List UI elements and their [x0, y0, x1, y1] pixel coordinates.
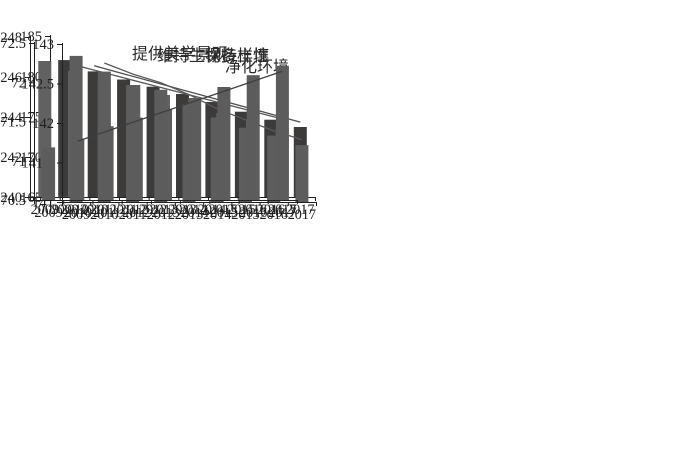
x-tick-label: 2009	[34, 205, 62, 221]
y-tick-label: 71	[12, 154, 27, 170]
y-tick-label: 244	[0, 110, 23, 126]
y-tick-label: 240	[0, 190, 22, 206]
chart-title: 提供美学景观	[132, 45, 228, 63]
x-tick-label: 2014	[198, 202, 226, 218]
y-tick-label: 246	[0, 70, 22, 86]
x-tick-label: 2010	[90, 207, 118, 223]
x-tick-label: 2014	[181, 205, 209, 221]
y-axis-ticks: 240 242 244 246 248	[0, 30, 30, 206]
y-tick-label: 72	[12, 75, 27, 91]
x-tick-label: 2017	[288, 207, 316, 223]
chart-title: 净化环境	[225, 57, 289, 76]
bar-2014	[188, 98, 202, 200]
x-tick-label: 2014	[179, 202, 207, 218]
y-tick-label: 70.5	[1, 193, 26, 209]
x-tick-label: 2017	[268, 205, 296, 221]
trend-line	[104, 62, 303, 141]
y-tick-label: 142	[32, 116, 54, 132]
x-tick-label: 2016	[239, 205, 267, 221]
x-axis-ticks: 2009 2010 2011 2012 2013 2014 2015 2016 2017	[34, 200, 298, 221]
x-tick-label: 2012	[122, 205, 150, 221]
x-tick-label: 2011	[119, 207, 147, 223]
bar-2009	[42, 147, 56, 200]
y-tick-label: 180	[20, 69, 42, 85]
y-tick-label: 248	[0, 30, 22, 46]
axes	[62, 43, 317, 203]
x-tick-label: 2011	[93, 205, 121, 221]
x-tick-label: 2016	[257, 202, 285, 218]
chart-title: 保持土壤	[205, 46, 269, 65]
x-tick-label: 2013	[175, 207, 203, 223]
x-tick-label: 2009	[62, 207, 90, 223]
y-tick-label: 242	[0, 150, 22, 166]
x-tick-label: 2017	[268, 202, 296, 218]
x-tick-label: 2015	[210, 205, 238, 221]
bar-2017	[295, 145, 309, 202]
trend-line	[77, 70, 283, 142]
bars	[42, 65, 289, 200]
bar-2013	[159, 108, 172, 200]
x-tick-label: 2017	[286, 202, 314, 218]
bar-2017	[275, 65, 289, 200]
x-tick-label: 2012	[120, 202, 148, 218]
bar-2016	[246, 75, 260, 200]
trend-line	[94, 65, 301, 123]
x-tick-label: 2010	[80, 202, 108, 218]
chart-title: 维持生物多样性	[157, 47, 269, 65]
x-tick-label: 2013	[151, 205, 179, 221]
bar-2010	[71, 138, 85, 200]
bar-2012	[129, 117, 143, 200]
y-axis-ticks: 70.5 71 71.5 72 72.5	[1, 36, 34, 209]
x-tick-label: 2012	[139, 202, 167, 218]
y-tick-label: 72.5	[1, 36, 26, 52]
x-tick-label: 2016	[259, 207, 287, 223]
chart-aesthetic-landscape: 70.5 71 71.5 72 72.5 2009 2010 2011 2012 2013 2014…	[0, 0, 339, 236]
bar-2015	[217, 87, 231, 200]
x-tick-label: 2009	[51, 202, 79, 218]
y-tick-label: 142.5	[21, 77, 54, 93]
x-tick-label: 2010	[60, 202, 88, 218]
y-tick-label: 71.5	[1, 115, 26, 131]
x-axis-ticks: 2009 2010 2011 2012 2013 2014 2015 2016 2017	[62, 202, 317, 223]
x-tick-label: 2015	[227, 202, 255, 218]
x-tick-label: 2011	[90, 202, 118, 218]
x-tick-label: 2015	[231, 207, 259, 223]
x-tick-label: 2012	[147, 207, 175, 223]
y-tick-label: 143	[32, 37, 54, 53]
y-tick-label: 170	[20, 150, 42, 166]
y-tick-label: 175	[20, 110, 42, 126]
x-tick-label: 2011	[110, 202, 138, 218]
x-tick-label: 2010	[64, 205, 92, 221]
x-tick-label: 2009	[31, 202, 59, 218]
bar-2011	[100, 126, 114, 200]
x-tick-label: 2013	[149, 202, 177, 218]
y-tick-label: 185	[20, 29, 42, 45]
bar-2010	[87, 71, 101, 197]
x-tick-label: 2014	[203, 207, 231, 223]
x-tick-label: 2015	[209, 202, 237, 218]
axes	[34, 42, 298, 201]
